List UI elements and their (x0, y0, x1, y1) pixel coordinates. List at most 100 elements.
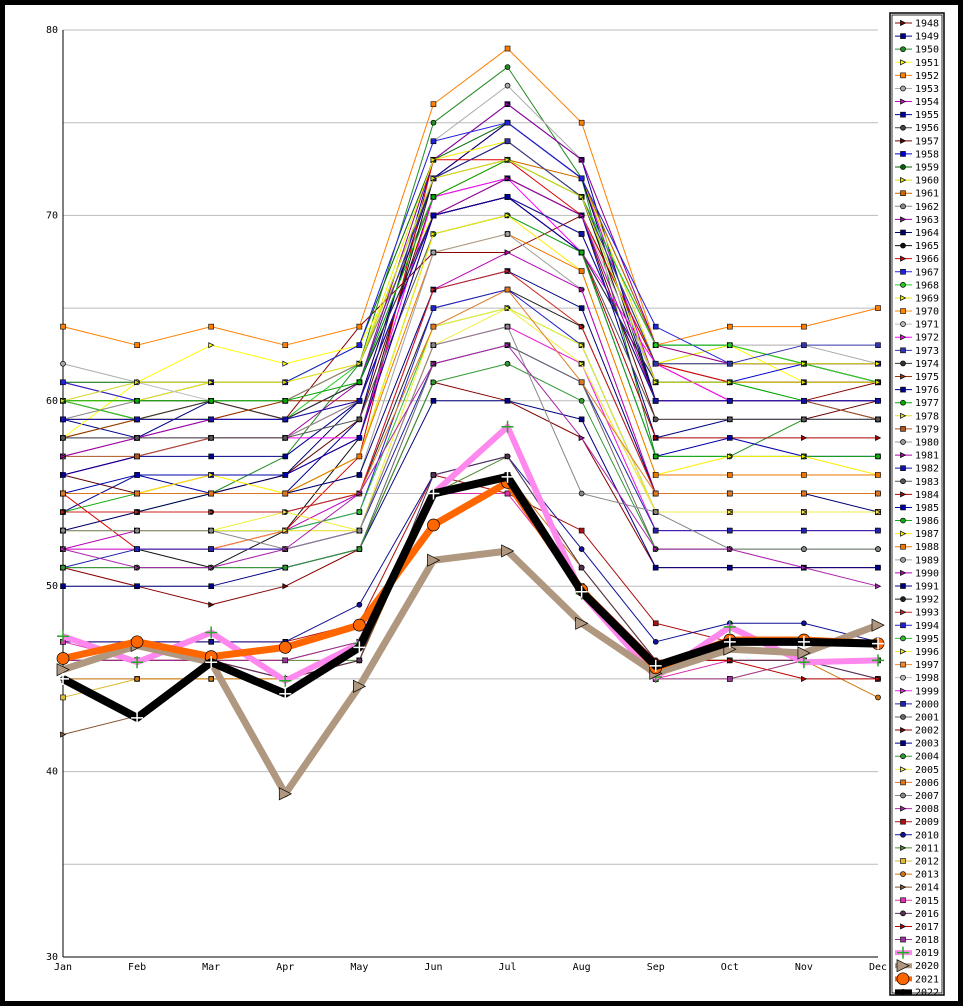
series-marker-2017 (801, 675, 808, 682)
series-marker-1977 (208, 397, 215, 404)
series-line-1952 (62, 48, 879, 346)
legend-label-2017: 2017 (915, 922, 939, 933)
series-marker-2003 (578, 416, 585, 423)
series-marker-1993 (578, 323, 585, 330)
series-marker-1987 (900, 530, 907, 537)
legend-item-1979: 1979 (895, 424, 939, 435)
series-marker-2010 (578, 546, 585, 552)
series-line-1985 (62, 196, 878, 494)
series-marker-1988 (356, 453, 363, 460)
legend-item-2006: 2006 (895, 778, 939, 789)
legend-item-2004: 2004 (895, 752, 939, 763)
series-marker-2003 (208, 583, 214, 590)
legend-label-1969: 1969 (915, 293, 939, 304)
series-marker-2020 (896, 959, 910, 973)
series-marker-2003 (900, 740, 906, 746)
series-marker-2008 (356, 490, 363, 497)
series-marker-1977 (282, 397, 289, 404)
legend-label-1960: 1960 (915, 176, 939, 187)
series-2022 (57, 470, 884, 724)
legend-item-1969: 1969 (895, 293, 939, 304)
series-marker-2020 (575, 616, 589, 630)
series-marker-1983 (282, 435, 289, 441)
series-marker-2020 (353, 679, 367, 693)
series-marker-2003 (60, 583, 66, 590)
legend-item-1972: 1972 (895, 333, 939, 344)
series-marker-1963 (900, 216, 907, 223)
series-marker-2017 (875, 675, 882, 682)
series-line-2006 (63, 289, 878, 494)
legend-label-2012: 2012 (915, 856, 939, 867)
legend-label-2016: 2016 (915, 909, 939, 920)
legend-item-1981: 1981 (895, 451, 939, 462)
series-marker-1983 (875, 416, 881, 423)
series-marker-1973 (652, 360, 659, 367)
series-marker-1961 (900, 190, 906, 197)
legend-item-2013: 2013 (895, 870, 939, 881)
series-marker-2022 (279, 687, 292, 700)
y-tick-labels: 30 40 50 60 70 80 (46, 25, 58, 963)
legend-label-2001: 2001 (915, 712, 939, 723)
series-marker-1982 (727, 397, 733, 404)
series-marker-1984 (900, 491, 907, 498)
legend-label-1958: 1958 (915, 149, 939, 160)
series-marker-1988 (727, 472, 733, 478)
series-marker-1958 (900, 151, 906, 157)
series-marker-2016 (504, 453, 511, 460)
legend-label-1988: 1988 (915, 542, 939, 553)
series-marker-2019 (797, 656, 810, 669)
legend-item-2018: 2018 (895, 935, 939, 946)
series-marker-2004 (504, 360, 511, 367)
series-marker-1998 (900, 674, 906, 681)
series-marker-1980 (900, 439, 906, 445)
series-marker-1985 (282, 472, 289, 478)
legend-label-2006: 2006 (915, 778, 939, 789)
series-marker-1988 (801, 472, 807, 478)
x-tick-label: Dec (869, 962, 887, 973)
series-marker-1991 (356, 472, 363, 478)
legend-item-1990: 1990 (895, 568, 939, 579)
series-marker-1982 (900, 465, 906, 471)
series-marker-2013 (875, 694, 881, 701)
series-marker-1952 (134, 342, 140, 348)
legend-label-2015: 2015 (915, 896, 939, 907)
series-2008 (60, 342, 882, 590)
legend-item-2021: 2021 (895, 972, 939, 985)
legend-label-2022: 2022 (915, 987, 939, 998)
series-marker-2020 (797, 646, 811, 660)
series-marker-2019 (205, 626, 218, 639)
series-marker-2022 (575, 585, 588, 598)
legend-item-2022: 2022 (895, 987, 939, 998)
legend-item-2014: 2014 (895, 883, 939, 894)
series-marker-1967 (652, 323, 659, 330)
series-marker-1979 (900, 426, 906, 432)
series-marker-2005 (504, 305, 511, 312)
legend-item-1956: 1956 (895, 123, 939, 134)
y-tick-label: 40 (46, 767, 58, 778)
series-marker-1978 (60, 397, 67, 404)
legend-label-1964: 1964 (915, 228, 939, 239)
series-marker-2008 (208, 564, 215, 571)
legend-item-1960: 1960 (895, 176, 939, 187)
series-marker-1983 (134, 435, 140, 441)
legend-item-1974: 1974 (895, 359, 939, 370)
legend-label-2002: 2002 (915, 726, 939, 737)
series-marker-1978 (504, 156, 511, 163)
legend-item-1957: 1957 (895, 136, 939, 147)
series-marker-2006 (900, 779, 906, 786)
series-marker-1969 (875, 360, 882, 367)
series-line-1978 (62, 159, 878, 402)
legend-item-1995: 1995 (895, 634, 939, 645)
series-marker-1991 (578, 305, 585, 311)
series-marker-1984 (801, 434, 808, 441)
series-marker-2003 (430, 397, 437, 404)
series-marker-1966 (900, 255, 907, 262)
legend-item-1948: 1948 (895, 19, 939, 30)
series-lines (56, 45, 885, 801)
series-marker-1975 (900, 373, 907, 380)
series-marker-1969 (801, 360, 808, 367)
series-marker-1978 (282, 379, 289, 386)
series-marker-1978 (578, 193, 585, 200)
series-marker-1967 (60, 379, 66, 386)
legend-label-2018: 2018 (915, 935, 939, 946)
